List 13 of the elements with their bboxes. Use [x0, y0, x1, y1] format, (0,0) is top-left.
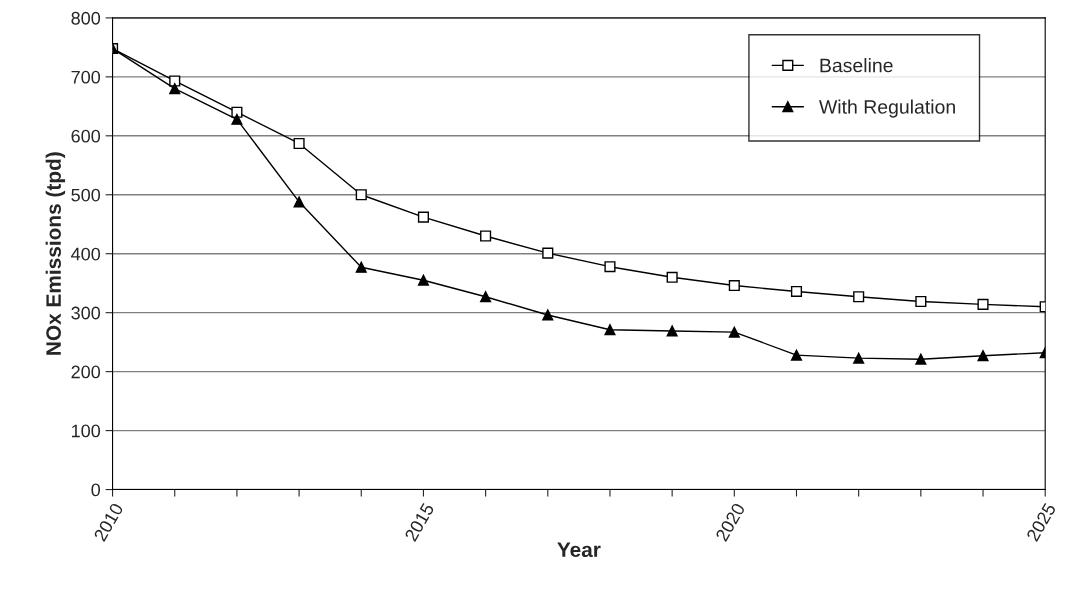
y-tick-label: 300 [71, 306, 101, 320]
y-tick-label: 400 [71, 247, 101, 261]
y-axis-title: NOx Emissions (tpd) [45, 152, 66, 355]
y-tick-label: 100 [72, 424, 101, 438]
y-tick-label: 600 [71, 129, 101, 143]
y-tick-label: 700 [71, 70, 101, 84]
legend-label: With Regulation [819, 99, 955, 118]
x-axis-title: Year [557, 542, 601, 558]
y-tick-label: 200 [71, 365, 101, 379]
y-tick-label: 0 [91, 483, 101, 497]
y-tick-label: 500 [71, 188, 101, 202]
y-tick-label: 800 [71, 11, 101, 25]
legend-label: Baseline [820, 58, 893, 73]
